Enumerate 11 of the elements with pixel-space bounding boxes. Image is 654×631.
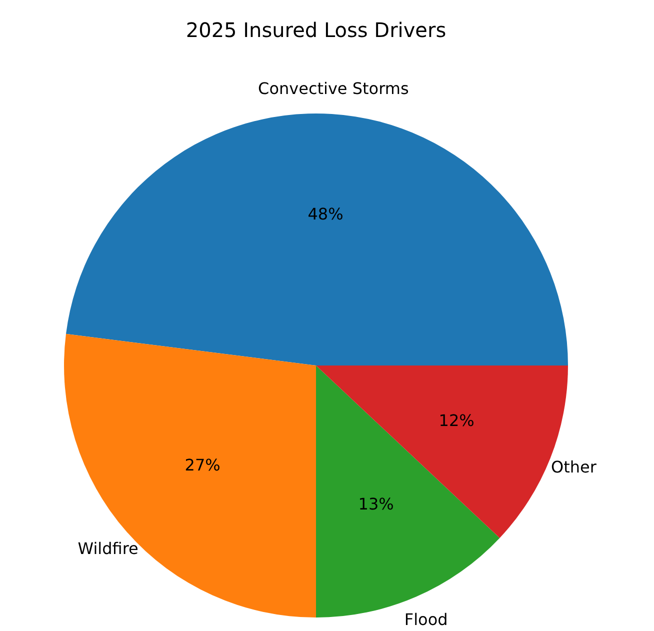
data-label: 12% bbox=[438, 411, 474, 430]
chart-title: 2025 Insured Loss Drivers bbox=[186, 18, 446, 42]
slice-label: Other bbox=[551, 458, 597, 477]
slice-label: Convective Storms bbox=[258, 78, 409, 98]
data-label: 13% bbox=[358, 494, 394, 514]
slice-label: Flood bbox=[404, 610, 448, 629]
data-label: 27% bbox=[184, 455, 220, 474]
pie-slice bbox=[66, 114, 568, 366]
data-label: 48% bbox=[308, 204, 344, 224]
pie-slice bbox=[64, 334, 316, 618]
slice-label: Wildfire bbox=[78, 538, 138, 558]
